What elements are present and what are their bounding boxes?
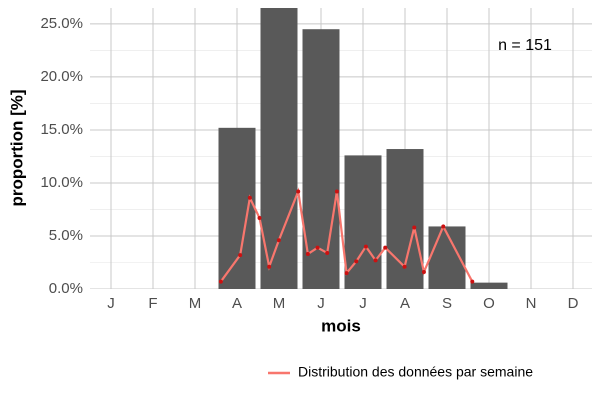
weekly-point	[383, 245, 388, 250]
weekly-point	[334, 189, 339, 194]
weekly-point	[470, 279, 475, 284]
weekly-point	[344, 271, 349, 276]
plot-area	[90, 8, 592, 289]
weekly-point	[315, 245, 320, 250]
x-tick-label: D	[568, 295, 579, 312]
bar	[218, 127, 256, 289]
y-tick-label: 15.0%	[40, 121, 83, 138]
y-tick-label: 0.0%	[49, 280, 83, 297]
weekly-point	[238, 253, 243, 258]
y-tick-label: 10.0%	[40, 174, 83, 191]
annotation: n = 151	[498, 37, 552, 54]
weekly-point	[354, 259, 359, 264]
x-tick-label: A	[400, 295, 410, 312]
weekly-point	[257, 215, 262, 220]
weekly-point	[441, 224, 446, 229]
x-tick-label: J	[107, 295, 115, 312]
y-tick-label: 20.0%	[40, 68, 83, 85]
x-tick-label: J	[359, 295, 367, 312]
weekly-point	[363, 244, 368, 249]
x-tick-label: A	[232, 295, 242, 312]
x-tick-label: M	[189, 295, 202, 312]
weekly-point	[276, 238, 281, 243]
weekly-point	[267, 264, 272, 269]
x-axis-title: mois	[321, 316, 361, 335]
y-tick-label: 25.0%	[40, 15, 83, 32]
weekly-point	[373, 258, 378, 263]
y-tick-label: 5.0%	[49, 227, 83, 244]
bar	[470, 282, 508, 289]
x-tick-label: O	[483, 295, 495, 312]
weekly-point	[218, 279, 223, 284]
x-tick-label: N	[526, 295, 537, 312]
weekly-point	[296, 189, 301, 194]
weekly-point	[325, 250, 330, 255]
weekly-point	[421, 270, 426, 275]
weekly-point	[402, 264, 407, 269]
bar	[302, 29, 340, 289]
x-tick-label: M	[273, 295, 286, 312]
x-tick-label: J	[317, 295, 325, 312]
legend-label: Distribution des données par semaine	[298, 364, 533, 380]
y-axis-title: proportion [%]	[7, 89, 26, 206]
x-tick-label: F	[148, 295, 157, 312]
x-tick-label: S	[442, 295, 452, 312]
weekly-point	[412, 225, 417, 230]
weekly-point	[247, 195, 252, 200]
weekly-point	[305, 252, 310, 257]
